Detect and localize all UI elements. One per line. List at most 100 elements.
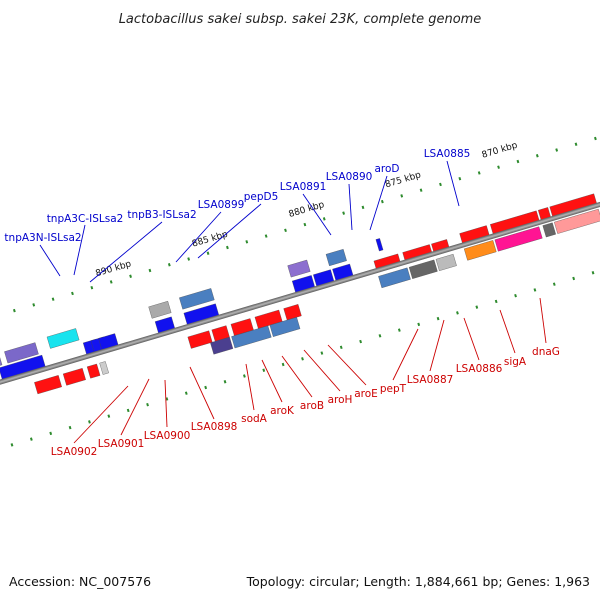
scale-label-880: 880 kbp [288, 200, 326, 220]
gene-label-LSA0885[interactable]: LSA0885 [424, 148, 471, 160]
tick-mark [400, 194, 404, 198]
tick-mark [10, 443, 14, 447]
tick-mark [456, 311, 459, 315]
tick-mark [591, 271, 595, 275]
tick-mark [342, 211, 346, 215]
map-frame: 870 kbp 875 kbp 880 kbp 885 kbp 890 kbp [0, 136, 600, 447]
LSA0901-feature [62, 368, 86, 386]
tick-mark [12, 308, 16, 313]
gene-label-LSA0902[interactable]: LSA0902 [51, 446, 98, 458]
tick-mark [494, 299, 498, 304]
genome-backbone [0, 171, 600, 415]
map-title: Lactobacillus sakei subsp. sakei 23K, co… [119, 12, 482, 27]
leader-line [197, 203, 262, 259]
tick-mark [533, 288, 537, 292]
grey-lower-1 [408, 259, 438, 279]
leader-line [446, 160, 460, 207]
tick-mark [458, 176, 462, 181]
tick-mark [262, 368, 266, 372]
gene-label-LSA0900[interactable]: LSA0900 [144, 430, 191, 442]
blue-lower-3 [378, 267, 411, 289]
leader-line [189, 366, 215, 420]
gene-label-LSA0891[interactable]: LSA0891 [280, 181, 327, 193]
scale-label-870: 870 kbp [481, 141, 519, 161]
leader-line [39, 244, 61, 277]
gene-label-aroD[interactable]: aroD [374, 163, 399, 175]
gene-label-sodA[interactable]: sodA [241, 413, 268, 425]
gene-label-LSA0887[interactable]: LSA0887 [407, 374, 454, 386]
tick-mark [29, 437, 33, 441]
tick-mark [514, 293, 517, 298]
gene-label-tnpB3[interactable]: tnpB3-ISLsa2 [127, 209, 196, 221]
leader-line [429, 319, 445, 372]
tick-mark [49, 431, 53, 436]
leader-line [539, 297, 547, 344]
tick-mark [436, 316, 440, 321]
gene-label-tnpA3C[interactable]: tnpA3C-ISLsa2 [47, 213, 124, 225]
LSA0899-feature [179, 288, 215, 310]
tick-mark [223, 380, 227, 384]
leader-lines [39, 160, 547, 444]
tick-mark [380, 199, 384, 204]
tick-mark [264, 234, 268, 238]
gene-label-LSA0898[interactable]: LSA0898 [191, 421, 238, 433]
tick-mark [574, 142, 578, 146]
grey-lower-2 [435, 253, 457, 271]
leader-line [463, 317, 480, 361]
bottom-gene-labels: LSA0902 LSA0901 LSA0900 LSA0898 sodA aro… [51, 346, 560, 458]
tick-mark [109, 280, 113, 284]
tick-layer [10, 136, 597, 447]
tick-mark [226, 245, 229, 250]
feature-layer [0, 193, 600, 395]
tick-mark [187, 257, 191, 261]
leader-line [89, 221, 163, 283]
tick-mark [477, 171, 481, 175]
gene-label-aroH[interactable]: aroH [328, 394, 353, 406]
LSA0891-feature [287, 259, 311, 278]
tick-mark [378, 334, 382, 338]
tick-mark [322, 217, 326, 221]
gene-label-sigA[interactable]: sigA [504, 356, 527, 368]
gene-label-aroB[interactable]: aroB [300, 400, 324, 412]
gene-label-aroE[interactable]: aroE [354, 388, 378, 400]
gene-label-LSA0886[interactable]: LSA0886 [456, 363, 503, 375]
leader-line [261, 359, 283, 403]
accession-text: Accession: NC_007576 [9, 574, 151, 589]
tick-mark [206, 251, 210, 255]
tick-mark [126, 408, 130, 413]
tick-mark [417, 322, 421, 327]
tick-mark [419, 188, 423, 192]
magenta-lower [494, 226, 543, 252]
tick-mark [68, 425, 72, 430]
sodA-feature [187, 330, 213, 349]
leader-line [73, 224, 86, 276]
leader-line [499, 309, 516, 354]
gene-label-tnpA3N[interactable]: tnpA3N-ISLsa2 [4, 232, 81, 244]
tick-mark [129, 274, 132, 278]
tick-mark [397, 328, 401, 332]
tick-mark [148, 268, 152, 273]
tick-mark [88, 420, 91, 424]
tick-mark [320, 351, 324, 355]
gene-label-pepD5[interactable]: pepD5 [244, 191, 279, 203]
grey-small [99, 361, 109, 375]
gene-label-LSA0890[interactable]: LSA0890 [326, 171, 373, 183]
leader-line [164, 379, 168, 428]
gene-label-dnaG[interactable]: dnaG [532, 346, 560, 358]
gene-label-LSA0901[interactable]: LSA0901 [98, 438, 145, 450]
tick-mark [245, 240, 249, 244]
tick-mark [439, 182, 442, 187]
tick-mark [552, 282, 556, 286]
gene-label-aroK[interactable]: aroK [270, 405, 295, 417]
tick-mark [301, 357, 304, 361]
tick-mark [497, 165, 500, 169]
gene-label-LSA0899[interactable]: LSA0899 [198, 199, 245, 211]
tick-mark [594, 136, 597, 141]
genome-summary-text: Topology: circular; Length: 1,884,661 bp… [246, 574, 590, 589]
LSA0885-feature [375, 238, 384, 252]
leader-line [175, 211, 222, 263]
gene-label-pepT[interactable]: pepT [380, 383, 407, 395]
tnpB3-feature [46, 328, 80, 349]
purple-lower [210, 336, 234, 355]
